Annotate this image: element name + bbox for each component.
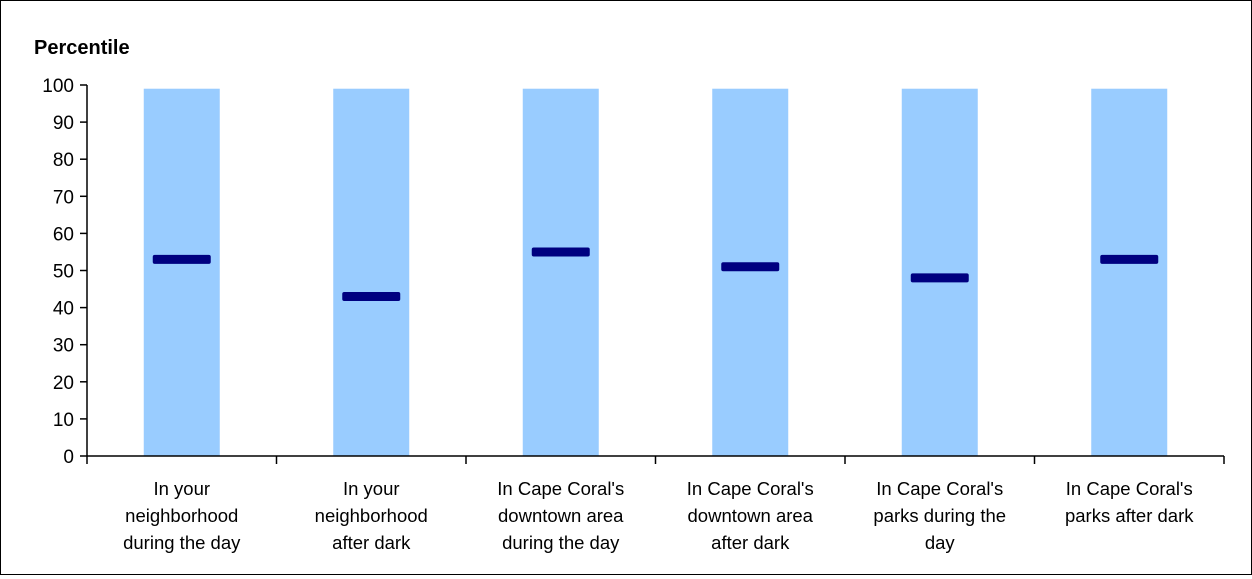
category-label-5-line-1: In Cape Coral's [876,478,1003,499]
axes [86,85,1225,464]
category-label-1-line-1: In your [153,478,210,499]
x-axis-labels: In your neighborhood during the day In your… [123,478,1194,553]
percentile-marker-5 [910,273,969,283]
category-label-5-line-2: parks during the [873,505,1006,526]
category-label-5-line-3: day [925,532,956,553]
range-bar-2 [333,88,410,457]
y-tick-label-70: 70 [53,187,74,208]
category-label-2-line-2: neighborhood [315,505,428,526]
category-label-4-line-1: In Cape Coral's [687,478,814,499]
y-axis-ticks: 0 10 20 30 40 50 60 70 80 90 100 [42,76,87,468]
category-label-3-line-1: In Cape Coral's [497,478,624,499]
category-label-6-line-1: In Cape Coral's [1066,478,1193,499]
y-tick-label-50: 50 [53,262,74,283]
range-bar-4 [712,88,789,457]
category-label-2-line-1: In your [343,478,400,499]
y-tick-label-0: 0 [63,447,74,468]
y-tick-label-90: 90 [53,113,74,134]
y-tick-label-10: 10 [53,410,74,431]
category-label-3-line-3: during the day [502,532,620,553]
category-label-1-line-2: neighborhood [125,505,238,526]
percentile-marker-3 [531,247,590,257]
y-tick-label-80: 80 [53,150,74,171]
y-tick-label-30: 30 [53,336,74,357]
range-bars [143,88,1168,457]
range-bar-6 [1091,88,1168,457]
percentile-marker-1 [152,254,211,264]
range-bar-5 [901,88,978,457]
percentile-marker-6 [1100,254,1159,264]
range-bar-3 [522,88,599,457]
y-tick-label-60: 60 [53,224,74,245]
category-label-4-line-2: downtown area [688,505,814,526]
y-tick-label-20: 20 [53,373,74,394]
category-label-4-line-3: after dark [711,532,790,553]
category-label-2-line-3: after dark [332,532,411,553]
y-tick-label-40: 40 [53,299,74,320]
category-label-1-line-3: during the day [123,532,241,553]
y-tick-label-100: 100 [42,76,74,97]
category-label-3-line-2: downtown area [498,505,624,526]
percentile-markers [152,247,1159,301]
percentile-marker-4 [721,262,780,272]
percentile-marker-2 [342,291,401,301]
category-label-6-line-2: parks after dark [1065,505,1194,526]
y-axis-title: Percentile [34,37,130,59]
range-bar-1 [143,88,220,457]
